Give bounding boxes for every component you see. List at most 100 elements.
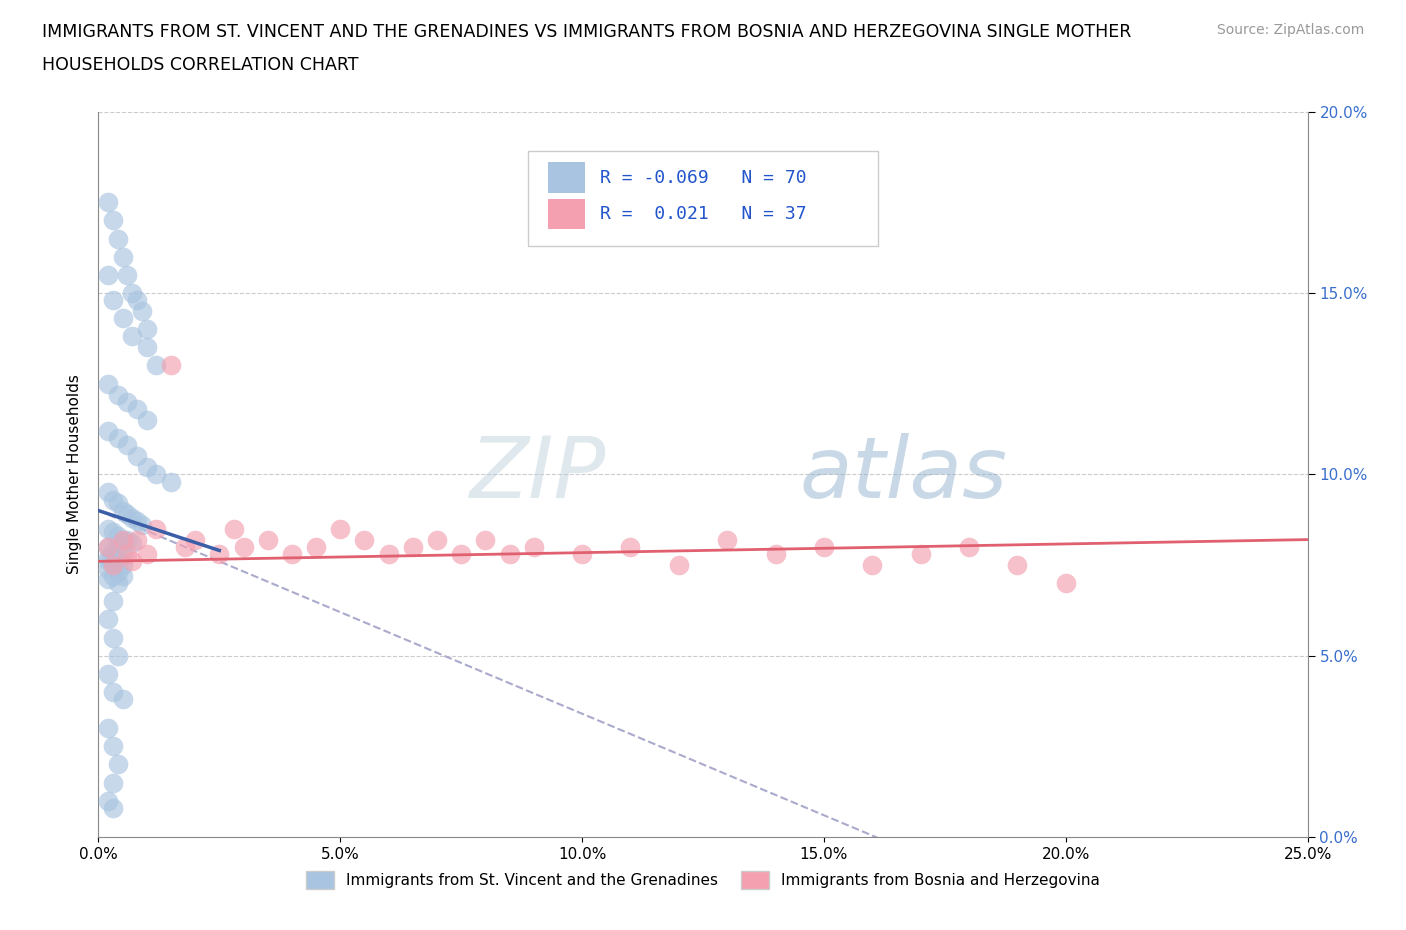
Point — [377, 547, 399, 562]
Point — [619, 539, 641, 554]
FancyBboxPatch shape — [548, 163, 585, 193]
Point — [127, 514, 149, 529]
Point — [101, 776, 124, 790]
Point — [97, 561, 120, 576]
FancyBboxPatch shape — [548, 199, 585, 229]
Point — [523, 539, 546, 554]
Point — [135, 340, 157, 355]
Y-axis label: Single Mother Households: Single Mother Households — [67, 375, 83, 574]
Point — [97, 721, 120, 736]
Point — [474, 532, 496, 547]
Point — [97, 539, 120, 554]
Text: HOUSEHOLDS CORRELATION CHART: HOUSEHOLDS CORRELATION CHART — [42, 56, 359, 73]
Point — [107, 431, 129, 445]
Point — [222, 521, 245, 536]
Point — [101, 684, 124, 699]
Point — [101, 492, 124, 507]
Point — [97, 521, 120, 536]
Text: ZIP: ZIP — [470, 432, 606, 516]
Point — [117, 507, 139, 522]
Point — [107, 543, 129, 558]
FancyBboxPatch shape — [527, 152, 879, 246]
Point — [1007, 558, 1029, 573]
Point — [101, 213, 124, 228]
Point — [101, 801, 124, 816]
Point — [111, 558, 134, 573]
Point — [329, 521, 352, 536]
Point — [860, 558, 883, 573]
Point — [101, 543, 124, 558]
Point — [813, 539, 835, 554]
Point — [1054, 576, 1077, 591]
Point — [111, 532, 134, 547]
Point — [121, 536, 143, 551]
Text: atlas: atlas — [800, 432, 1008, 516]
Point — [97, 612, 120, 627]
Point — [281, 547, 304, 562]
Point — [97, 423, 120, 438]
Point — [97, 377, 120, 392]
Point — [111, 568, 134, 583]
Point — [117, 394, 139, 409]
Point — [135, 413, 157, 428]
Point — [498, 547, 520, 562]
Point — [107, 648, 129, 663]
Point — [305, 539, 328, 554]
Point — [97, 667, 120, 682]
Point — [174, 539, 197, 554]
Point — [101, 558, 124, 573]
Point — [127, 293, 149, 308]
Text: R = -0.069   N = 70: R = -0.069 N = 70 — [600, 168, 807, 187]
Point — [135, 459, 157, 474]
Point — [97, 195, 120, 210]
Text: R =  0.021   N = 37: R = 0.021 N = 37 — [600, 205, 807, 223]
Point — [127, 402, 149, 417]
Point — [571, 547, 593, 562]
Point — [127, 449, 149, 464]
Point — [101, 558, 124, 573]
Point — [117, 547, 139, 562]
Point — [117, 268, 139, 283]
Point — [101, 568, 124, 583]
Point — [111, 547, 134, 562]
Point — [145, 358, 167, 373]
Point — [101, 594, 124, 609]
Point — [135, 547, 157, 562]
Point — [101, 293, 124, 308]
Point — [121, 286, 143, 300]
Point — [107, 565, 129, 579]
Point — [117, 532, 139, 547]
Point — [101, 631, 124, 645]
Point — [101, 525, 124, 539]
Point — [256, 532, 278, 547]
Point — [121, 511, 143, 525]
Point — [402, 539, 425, 554]
Point — [910, 547, 932, 562]
Point — [127, 532, 149, 547]
Point — [160, 474, 183, 489]
Point — [107, 387, 129, 402]
Point — [121, 329, 143, 344]
Point — [101, 551, 124, 565]
Point — [107, 576, 129, 591]
Point — [97, 268, 120, 283]
Point — [107, 528, 129, 543]
Point — [97, 554, 120, 569]
Point — [957, 539, 980, 554]
Point — [97, 539, 120, 554]
Point — [117, 438, 139, 453]
Point — [232, 539, 254, 554]
Point — [450, 547, 472, 562]
Point — [131, 303, 153, 318]
Point — [97, 572, 120, 587]
Point — [111, 503, 134, 518]
Point — [111, 249, 134, 264]
Text: IMMIGRANTS FROM ST. VINCENT AND THE GRENADINES VS IMMIGRANTS FROM BOSNIA AND HER: IMMIGRANTS FROM ST. VINCENT AND THE GREN… — [42, 23, 1132, 41]
Point — [716, 532, 738, 547]
Point — [101, 738, 124, 753]
Point — [131, 518, 153, 533]
Point — [160, 358, 183, 373]
Point — [184, 532, 207, 547]
Point — [111, 311, 134, 325]
Point — [208, 547, 231, 562]
